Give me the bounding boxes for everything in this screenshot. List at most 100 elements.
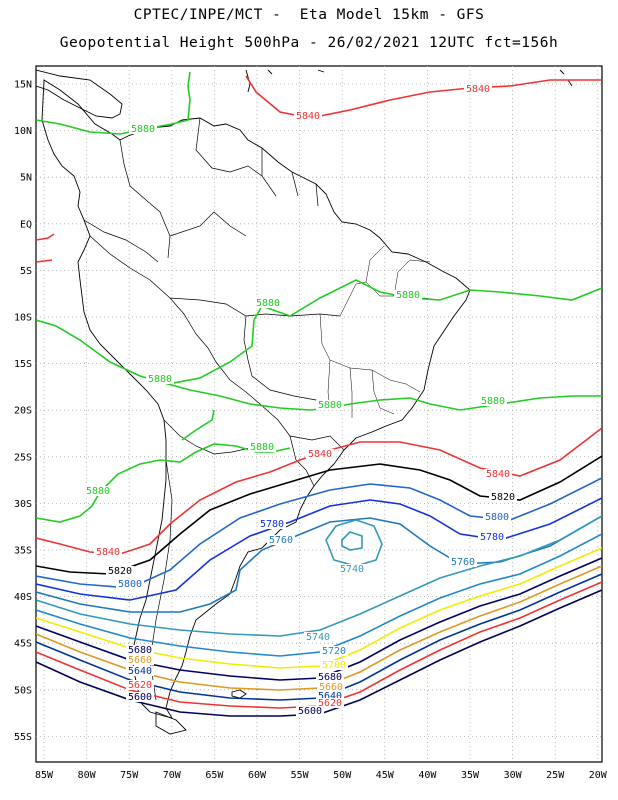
contour-labels: 5880 5880 5880 5880 5880 5880 5880 5880 5840 5840…: [84, 84, 517, 717]
contour-label-bg: [106, 566, 134, 576]
contour-label-bg: [483, 512, 511, 522]
contour-label: 5740: [340, 564, 364, 575]
lat-tick-label: 20S: [14, 406, 32, 417]
lon-tick-label: 50W: [333, 770, 352, 781]
contour-label: 5660: [128, 655, 152, 666]
lon-tick-label: 20W: [589, 770, 608, 781]
lat-tick-label: 15S: [14, 359, 32, 370]
lat-tick-label: 15N: [14, 80, 32, 91]
lon-tick-label: 70W: [163, 770, 182, 781]
contour-label-bg: [449, 557, 477, 567]
contour-label: 5800: [485, 512, 509, 523]
lat-tick-label: 35S: [14, 546, 32, 557]
lon-tick-label: 65W: [205, 770, 224, 781]
contour-label-bg: [316, 691, 344, 701]
contour-label-bg: [258, 519, 286, 529]
contour-label: 5680: [318, 672, 342, 683]
contour-label-bg: [126, 692, 154, 702]
contour-label-bg: [320, 660, 348, 670]
falkland-islands: [231, 689, 247, 699]
lat-tick-label: EQ: [20, 219, 32, 230]
contour-label-bg: [317, 682, 345, 692]
contour-label: 5760: [269, 535, 293, 546]
lon-tick-label: 30W: [504, 770, 523, 781]
contour-label: 5760: [451, 557, 475, 568]
contour-label-bg: [296, 706, 324, 716]
contour-label-bg: [338, 564, 366, 574]
contour-label-bg: [254, 298, 282, 308]
contour-5740-closed: [325, 519, 383, 567]
contour-label: 5880: [86, 486, 110, 497]
contour-label: 5620: [128, 680, 152, 691]
contour-label-bg: [248, 442, 276, 452]
longitude-tick-labels: 85W 80W 75W 70W 65W 60W 55W 50W 45W 40W 35W 30W 25W 2…: [35, 770, 608, 781]
contour-label-bg: [478, 532, 506, 542]
contour-label: 5840: [466, 84, 490, 95]
contour-label-bg: [306, 449, 334, 459]
contour-label-bg: [320, 646, 348, 656]
lat-tick-label: 25S: [14, 452, 32, 463]
contour-label: 5880: [481, 396, 505, 407]
contour-5880-center: [36, 279, 602, 385]
contour-label-bg: [126, 680, 154, 690]
contour-label-bg: [316, 400, 344, 410]
caribbean-islands: [245, 69, 573, 93]
lat-tick-label: 55S: [14, 732, 32, 743]
lat-tick-label: 10S: [14, 313, 32, 324]
contour-label-bg: [394, 290, 422, 300]
contour-label-bg: [126, 655, 154, 665]
contour-label: 5840: [96, 547, 120, 558]
lon-tick-label: 40W: [418, 770, 437, 781]
central-america-outline: [36, 69, 123, 119]
lon-tick-label: 25W: [546, 770, 565, 781]
contour-label: 5880: [131, 124, 155, 135]
lon-tick-label: 85W: [35, 770, 54, 781]
contour-label-bg: [489, 492, 517, 502]
contour-label: 5720: [322, 646, 346, 657]
contour-label-bg: [267, 535, 295, 545]
contour-label: 5880: [256, 298, 280, 309]
contour-label-bg: [294, 111, 322, 121]
contour-label-bg: [304, 632, 332, 642]
lat-tick-label: 5S: [20, 266, 32, 277]
contour-5720: [36, 533, 602, 657]
lat-tick-label: 45S: [14, 639, 32, 650]
map-frame: [35, 65, 603, 763]
contour-label: 5880: [318, 400, 342, 411]
contour-label: 5680: [128, 645, 152, 656]
contour-label: 5600: [128, 692, 152, 703]
contour-label: 5780: [480, 532, 504, 543]
contour-5840-north: [245, 75, 602, 119]
contour-label: 5620: [318, 698, 342, 709]
lat-tick-label: 50S: [14, 685, 32, 696]
contour-label-bg: [479, 396, 507, 406]
contour-label: 5660: [319, 682, 343, 693]
lon-tick-label: 60W: [248, 770, 267, 781]
contour-label-bg: [84, 486, 112, 496]
contour-label: 5840: [296, 111, 320, 122]
latitude-tick-labels: 15N 10N 5N EQ 5S 10S 15S 20S 25S 30S 35S 40S 45S 50S 5…: [14, 80, 32, 743]
lon-tick-label: 55W: [291, 770, 310, 781]
contour-label-bg: [126, 645, 154, 655]
contour-5880-north: [36, 71, 191, 135]
lon-tick-label: 35W: [461, 770, 480, 781]
lat-tick-label: 10N: [14, 126, 32, 137]
lon-tick-label: 75W: [120, 770, 139, 781]
contour-5880-inland: [181, 409, 215, 441]
contour-label: 5820: [108, 566, 132, 577]
contour-label: 5880: [148, 374, 172, 385]
lon-tick-label: 80W: [78, 770, 97, 781]
lat-tick-label: 40S: [14, 592, 32, 603]
contour-label: 5640: [318, 691, 342, 702]
contour-label-bg: [116, 579, 144, 589]
contour-label-bg: [126, 666, 154, 676]
contour-label: 5640: [128, 666, 152, 677]
contour-label-bg: [316, 698, 344, 708]
contour-label-bg: [464, 84, 492, 94]
contour-label: 5840: [308, 449, 332, 460]
map-subtitle: Geopotential Height 500hPa - 26/02/2021 …: [59, 35, 559, 51]
map-title: CPTEC/INPE/MCT - Eta Model 15km - GFS: [133, 7, 485, 23]
contour-label: 5880: [396, 290, 420, 301]
lat-tick-label: 30S: [14, 499, 32, 510]
